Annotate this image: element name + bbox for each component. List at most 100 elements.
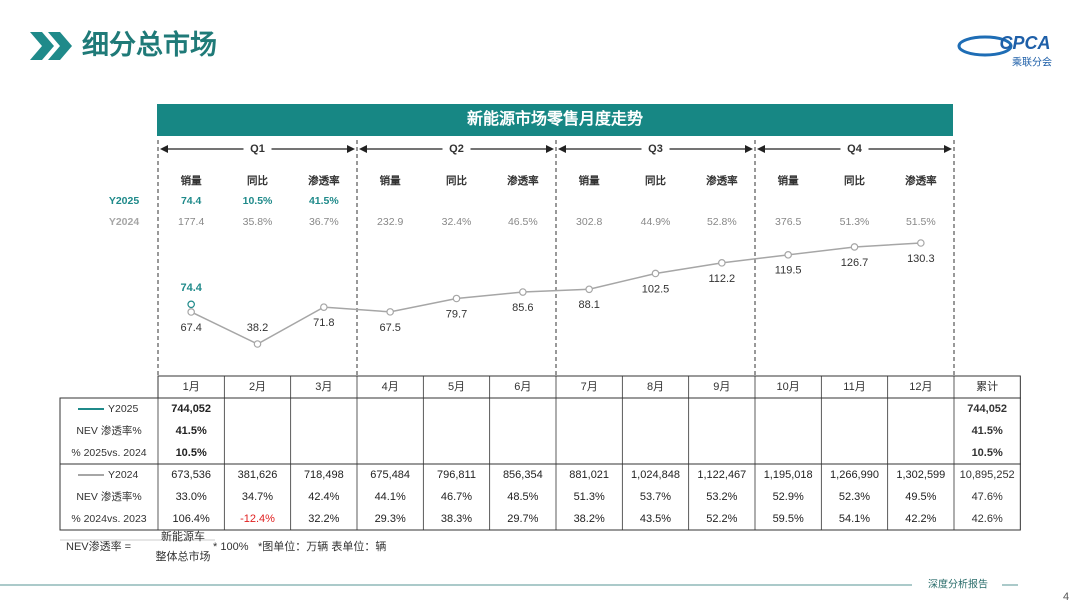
table-cell: 796,811	[437, 469, 476, 481]
table-cell: 42.6%	[972, 513, 1003, 525]
data-label: 38.2	[247, 322, 268, 334]
table-cell: 32.2%	[308, 513, 339, 525]
logo: CPCA	[999, 33, 1050, 53]
table-header: 10月	[777, 381, 800, 393]
quarter-header: 同比	[645, 174, 666, 187]
arrow-head	[757, 145, 765, 153]
quarter-header: 渗透率	[308, 174, 340, 187]
table-header: 2月	[249, 381, 266, 393]
formula: 整体总市场	[156, 549, 211, 563]
table-cell: 41.5%	[176, 425, 207, 437]
quarter-value: 10.5%	[243, 195, 273, 207]
formula: * 100%	[213, 541, 249, 553]
quarter-row-label: Y2024	[109, 216, 140, 228]
quarter-value: 46.5%	[508, 216, 538, 228]
quarter-header: 销量	[579, 174, 600, 187]
arrow-head	[160, 145, 168, 153]
table-header: 9月	[713, 381, 730, 393]
table-cell: 1,302,599	[896, 469, 945, 481]
quarter-value: 36.7%	[309, 216, 339, 228]
arrow-head	[944, 145, 952, 153]
table-cell: 47.6%	[972, 491, 1003, 503]
data-point	[452, 294, 461, 303]
quarter-header: 销量	[181, 174, 202, 187]
table-header: 7月	[581, 381, 598, 393]
table-cell: 1,266,990	[830, 469, 879, 481]
table-cell: 744,052	[171, 403, 211, 415]
table-cell: 53.7%	[640, 491, 671, 503]
table-header: 12月	[909, 381, 932, 393]
table-cell: 1,122,467	[697, 469, 746, 481]
quarter-value: 232.9	[377, 216, 403, 228]
data-point	[651, 269, 660, 278]
data-point	[187, 300, 195, 309]
table-cell: 54.1%	[839, 513, 870, 525]
table-header: 6月	[514, 381, 531, 393]
data-label: 112.2	[708, 273, 735, 285]
quarter-value: 74.4	[181, 195, 202, 207]
table-cell: 106.4%	[173, 513, 211, 525]
table-header: 1月	[183, 381, 200, 393]
row-label: Y2024	[108, 469, 139, 481]
table-cell: 29.7%	[507, 513, 538, 525]
table-group-box	[59, 463, 1021, 531]
units-note: *图单位：万辆 表单位：辆	[258, 539, 386, 553]
report-label: 深度分析报告	[928, 578, 988, 591]
table-cell: 38.3%	[441, 513, 472, 525]
quarter-value: 177.4	[178, 216, 204, 228]
table-cell: -12.4%	[240, 513, 275, 525]
table-cell: 42.4%	[308, 491, 339, 503]
data-label: 102.5	[642, 283, 670, 295]
quarter-label: Q1	[250, 143, 265, 155]
table-header: 5月	[448, 381, 465, 393]
quarter-header: 同比	[247, 174, 268, 187]
table-header: 11月	[843, 381, 865, 393]
quarter-header: 渗透率	[905, 174, 937, 187]
logo-mark	[957, 35, 1013, 57]
quarter-value: 35.8%	[243, 216, 273, 228]
table-cell: 1,024,848	[631, 469, 680, 481]
table-cell: 41.5%	[972, 425, 1003, 437]
quarter-header: 渗透率	[507, 174, 539, 187]
table-cell: 673,536	[171, 469, 211, 481]
quarter-value: 51.5%	[906, 216, 936, 228]
quarter-header: 同比	[844, 174, 865, 187]
row-label: Y2025	[108, 403, 139, 415]
data-point	[917, 239, 925, 247]
table-cell: 48.5%	[507, 491, 538, 503]
data-point	[585, 285, 593, 294]
table-cell: 381,626	[238, 469, 278, 481]
table-cell: 43.5%	[640, 513, 671, 525]
table-header: 3月	[315, 381, 332, 393]
data-label: 130.3	[907, 253, 935, 265]
table-cell: 46.7%	[441, 491, 472, 503]
data-label: 67.4	[180, 322, 201, 334]
table-cell: 49.5%	[905, 491, 936, 503]
quarter-label: Q4	[847, 143, 863, 155]
quarter-value: 32.4%	[442, 216, 472, 228]
table-cell: 881,021	[569, 469, 609, 481]
quarter-value: 44.9%	[641, 216, 671, 228]
table-cell: 718,498	[304, 469, 344, 481]
table-cell: 34.7%	[242, 491, 273, 503]
table-cell: 10.5%	[972, 447, 1003, 459]
quarter-value: 302.8	[576, 216, 602, 228]
table-cell: 52.3%	[839, 491, 870, 503]
quarter-label: Q2	[449, 143, 464, 155]
table-header: 8月	[647, 381, 664, 393]
chevron	[48, 32, 72, 60]
formula: NEV渗透率 =	[66, 539, 131, 553]
page-title: 细分总市场	[82, 29, 217, 60]
table-cell: 744,052	[967, 403, 1007, 415]
table-cell: 53.2%	[706, 491, 737, 503]
arrow-head	[347, 145, 355, 153]
page-number: 4	[1063, 591, 1069, 603]
table-cell: 10,895,252	[960, 469, 1015, 481]
table-cell: 51.3%	[574, 491, 605, 503]
chart-title: 新能源市场零售月度走势	[467, 109, 643, 128]
table-cell: 856,354	[503, 469, 543, 481]
data-label: 126.7	[841, 257, 869, 269]
data-point	[519, 288, 527, 296]
data-point	[784, 251, 792, 259]
data-label: 85.6	[512, 302, 533, 314]
